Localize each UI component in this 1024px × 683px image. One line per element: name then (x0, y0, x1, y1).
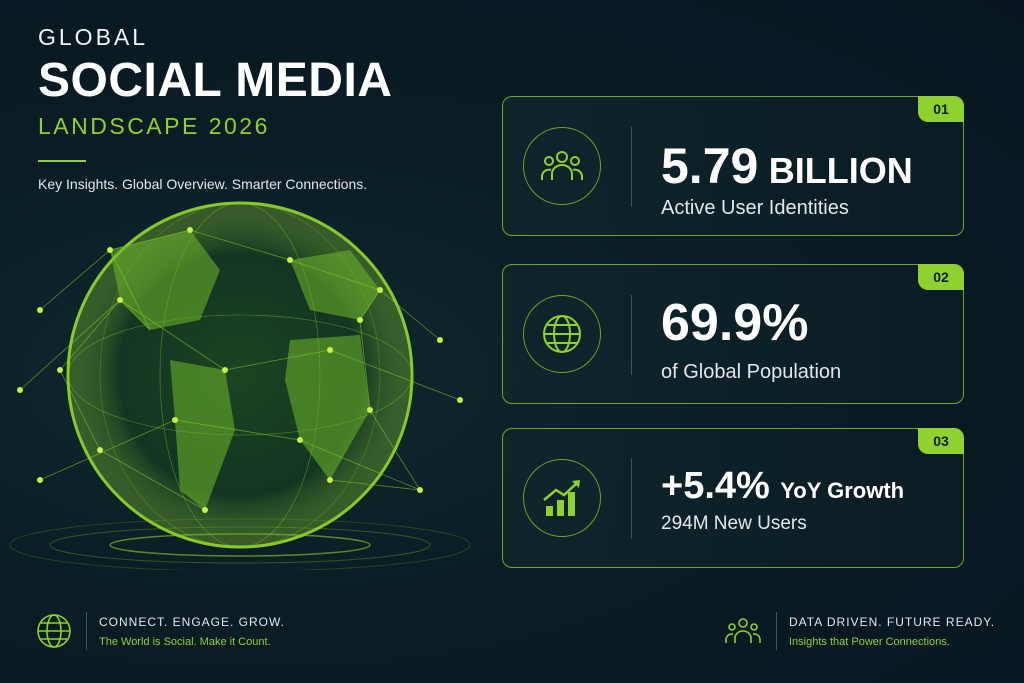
stat-label: 294M New Users (661, 513, 807, 534)
stat-value: 5.79 BILLION (661, 138, 913, 194)
card-number: 01 (918, 96, 964, 122)
stat-card-growth: 03 +5.4% YoY Growth 294M New Users (502, 428, 964, 568)
footer-right-caption: Insights that Power Connections. (789, 635, 950, 648)
stat-label: of Global Population (661, 361, 842, 383)
footer-left-heading: CONNECT. ENGAGE. GROW. (99, 614, 286, 629)
stat-card-population: 02 69.9% of Global Population (502, 264, 964, 404)
title-block: GLOBAL SOCIAL MEDIA LANDSCAPE 2026 Key I… (38, 24, 392, 192)
card-number: 03 (918, 428, 964, 454)
network-globe-illustration (9, 201, 471, 570)
stat-card-users: 01 5.79 BILLION Active User Identities (502, 96, 964, 236)
footer-right-heading: DATA DRIVEN. FUTURE READY. (789, 614, 996, 629)
title-divider (38, 160, 86, 162)
globe-icon (37, 614, 71, 648)
title-kicker: GLOBAL (38, 24, 149, 50)
stat-label: Active User Identities (661, 197, 849, 219)
title-subtitle: LANDSCAPE 2026 (38, 113, 270, 139)
card-number: 02 (918, 264, 964, 290)
card-divider (631, 295, 632, 375)
footer-divider (776, 612, 777, 650)
users-group-icon (523, 127, 601, 205)
footer-left: CONNECT. ENGAGE. GROW. The World is Soci… (36, 612, 285, 650)
users-group-icon (725, 618, 761, 643)
card-divider (631, 459, 632, 539)
card-divider (631, 127, 632, 207)
page-title: SOCIAL MEDIA (38, 54, 393, 107)
footer-left-caption: The World is Social. Make it Count. (99, 635, 271, 648)
stat-value: 69.9% (661, 294, 809, 352)
stat-value: +5.4% YoY Growth (661, 465, 905, 507)
footer-divider (86, 612, 87, 650)
growth-chart-icon (523, 459, 601, 537)
footer-right: DATA DRIVEN. FUTURE READY. Insights that… (724, 612, 995, 650)
globe-icon (523, 295, 601, 373)
tagline: Key Insights. Global Overview. Smarter C… (38, 176, 368, 192)
